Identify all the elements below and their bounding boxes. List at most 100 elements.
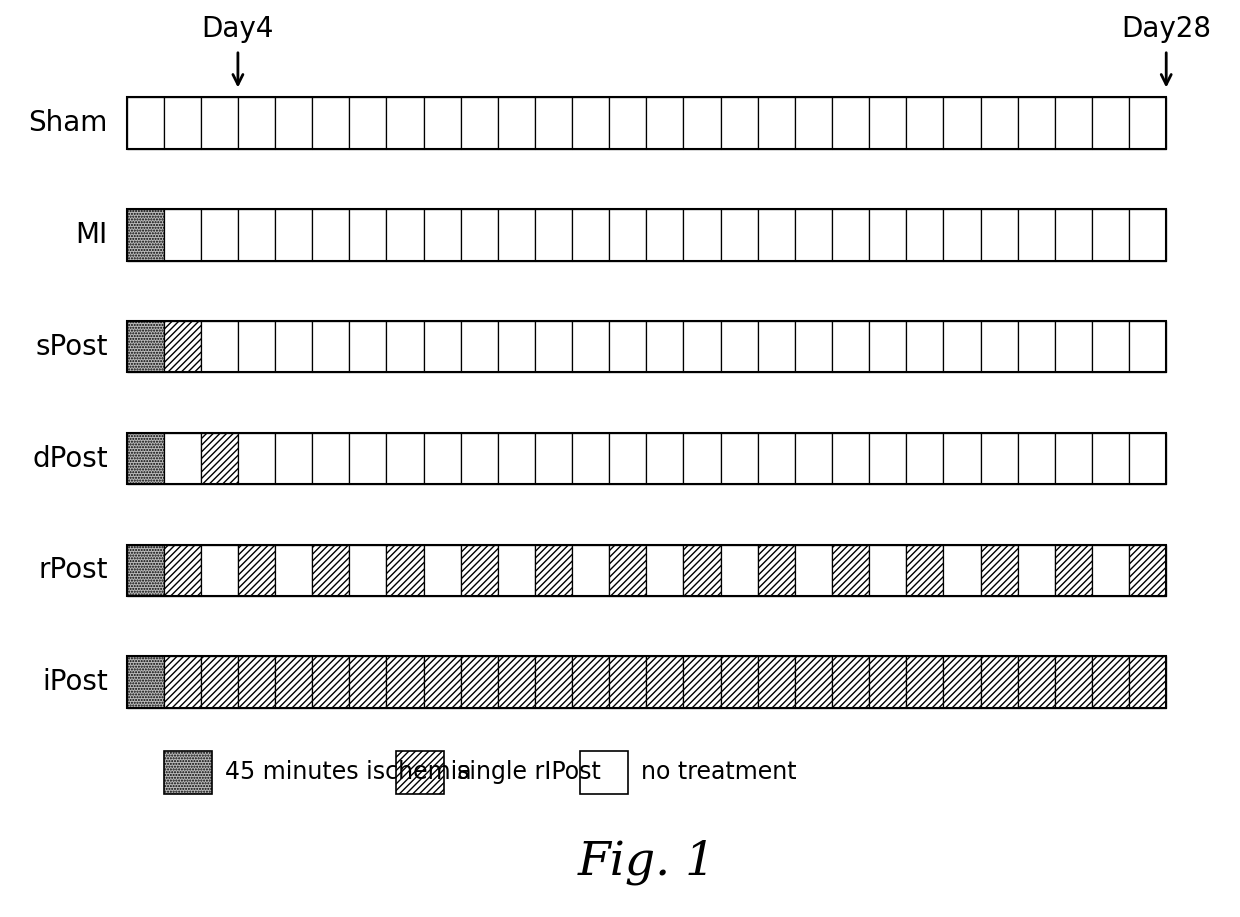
- Bar: [609, 209, 646, 260]
- Bar: [1018, 545, 1055, 596]
- Bar: [758, 433, 795, 484]
- Bar: [832, 545, 869, 596]
- Bar: [126, 433, 164, 484]
- Bar: [572, 209, 609, 260]
- Bar: [164, 545, 201, 596]
- Bar: [424, 209, 461, 260]
- Text: 45 minutes ischemia: 45 minutes ischemia: [224, 760, 471, 784]
- Bar: [572, 545, 609, 596]
- Bar: [275, 657, 312, 708]
- Bar: [1018, 657, 1055, 708]
- Bar: [164, 750, 212, 794]
- Bar: [720, 321, 758, 372]
- Bar: [869, 545, 906, 596]
- Bar: [1130, 321, 1166, 372]
- Bar: [275, 97, 312, 149]
- Bar: [720, 657, 758, 708]
- Bar: [350, 433, 387, 484]
- Bar: [275, 545, 312, 596]
- Bar: [1055, 97, 1092, 149]
- Bar: [944, 433, 981, 484]
- Bar: [350, 321, 387, 372]
- Bar: [312, 97, 350, 149]
- Text: sPost: sPost: [36, 333, 108, 360]
- Bar: [1092, 545, 1130, 596]
- Bar: [869, 209, 906, 260]
- Bar: [646, 545, 683, 596]
- Bar: [572, 657, 609, 708]
- Bar: [461, 97, 497, 149]
- Bar: [795, 433, 832, 484]
- Bar: [497, 433, 534, 484]
- Bar: [869, 433, 906, 484]
- Bar: [1055, 433, 1092, 484]
- Bar: [126, 97, 1166, 149]
- Bar: [201, 209, 238, 260]
- Bar: [1130, 545, 1166, 596]
- Bar: [1092, 209, 1130, 260]
- Bar: [869, 657, 906, 708]
- Text: single rIPost: single rIPost: [458, 760, 601, 784]
- Bar: [424, 657, 461, 708]
- Bar: [1092, 97, 1130, 149]
- Bar: [869, 321, 906, 372]
- Bar: [758, 97, 795, 149]
- Bar: [164, 209, 201, 260]
- Bar: [201, 321, 238, 372]
- Bar: [758, 321, 795, 372]
- Bar: [164, 321, 201, 372]
- Bar: [126, 97, 164, 149]
- Bar: [201, 433, 238, 484]
- Bar: [832, 321, 869, 372]
- Bar: [461, 321, 497, 372]
- Bar: [981, 97, 1018, 149]
- Bar: [1092, 657, 1130, 708]
- Bar: [312, 321, 350, 372]
- Bar: [126, 545, 1166, 596]
- Bar: [1018, 433, 1055, 484]
- Bar: [758, 209, 795, 260]
- Bar: [944, 209, 981, 260]
- Text: Day28: Day28: [1121, 15, 1211, 43]
- Bar: [424, 545, 461, 596]
- Bar: [534, 97, 572, 149]
- Bar: [646, 97, 683, 149]
- Bar: [1055, 545, 1092, 596]
- Bar: [387, 545, 424, 596]
- Bar: [832, 433, 869, 484]
- Bar: [683, 209, 720, 260]
- Bar: [461, 433, 497, 484]
- Bar: [534, 321, 572, 372]
- Bar: [1092, 321, 1130, 372]
- Text: Day4: Day4: [202, 15, 274, 43]
- Bar: [832, 97, 869, 149]
- Bar: [275, 209, 312, 260]
- Bar: [238, 433, 275, 484]
- Bar: [350, 209, 387, 260]
- Bar: [1130, 97, 1166, 149]
- Bar: [497, 657, 534, 708]
- Bar: [201, 657, 238, 708]
- Bar: [579, 750, 627, 794]
- Bar: [126, 209, 1166, 260]
- Bar: [534, 657, 572, 708]
- Bar: [981, 209, 1018, 260]
- Bar: [944, 545, 981, 596]
- Bar: [126, 321, 1166, 372]
- Bar: [646, 209, 683, 260]
- Text: no treatment: no treatment: [641, 760, 796, 784]
- Bar: [683, 97, 720, 149]
- Bar: [312, 545, 350, 596]
- Bar: [126, 657, 1166, 708]
- Bar: [869, 97, 906, 149]
- Bar: [981, 545, 1018, 596]
- Bar: [424, 433, 461, 484]
- Bar: [795, 209, 832, 260]
- Bar: [201, 97, 238, 149]
- Bar: [646, 657, 683, 708]
- Bar: [572, 321, 609, 372]
- Bar: [683, 321, 720, 372]
- Bar: [1130, 433, 1166, 484]
- Bar: [387, 97, 424, 149]
- Bar: [1055, 209, 1092, 260]
